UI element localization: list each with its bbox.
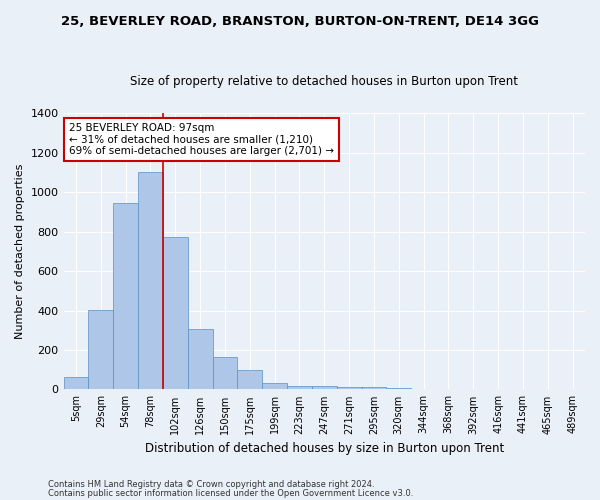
Bar xyxy=(113,203,138,390)
X-axis label: Distribution of detached houses by size in Burton upon Trent: Distribution of detached houses by size … xyxy=(145,442,504,455)
Bar xyxy=(212,357,238,390)
Bar xyxy=(138,172,163,390)
Bar xyxy=(362,388,386,390)
Bar xyxy=(386,388,411,390)
Bar xyxy=(238,370,262,390)
Bar xyxy=(188,330,212,390)
Bar xyxy=(163,236,188,390)
Text: Contains public sector information licensed under the Open Government Licence v3: Contains public sector information licen… xyxy=(48,488,413,498)
Text: 25 BEVERLEY ROAD: 97sqm
← 31% of detached houses are smaller (1,210)
69% of semi: 25 BEVERLEY ROAD: 97sqm ← 31% of detache… xyxy=(69,123,334,156)
Text: Contains HM Land Registry data © Crown copyright and database right 2024.: Contains HM Land Registry data © Crown c… xyxy=(48,480,374,489)
Bar xyxy=(337,387,362,390)
Bar xyxy=(88,310,113,390)
Y-axis label: Number of detached properties: Number of detached properties xyxy=(15,164,25,339)
Bar xyxy=(262,382,287,390)
Bar xyxy=(411,389,436,390)
Title: Size of property relative to detached houses in Burton upon Trent: Size of property relative to detached ho… xyxy=(130,76,518,88)
Bar xyxy=(287,386,312,390)
Text: 25, BEVERLEY ROAD, BRANSTON, BURTON-ON-TRENT, DE14 3GG: 25, BEVERLEY ROAD, BRANSTON, BURTON-ON-T… xyxy=(61,15,539,28)
Bar xyxy=(312,386,337,390)
Bar xyxy=(64,376,88,390)
